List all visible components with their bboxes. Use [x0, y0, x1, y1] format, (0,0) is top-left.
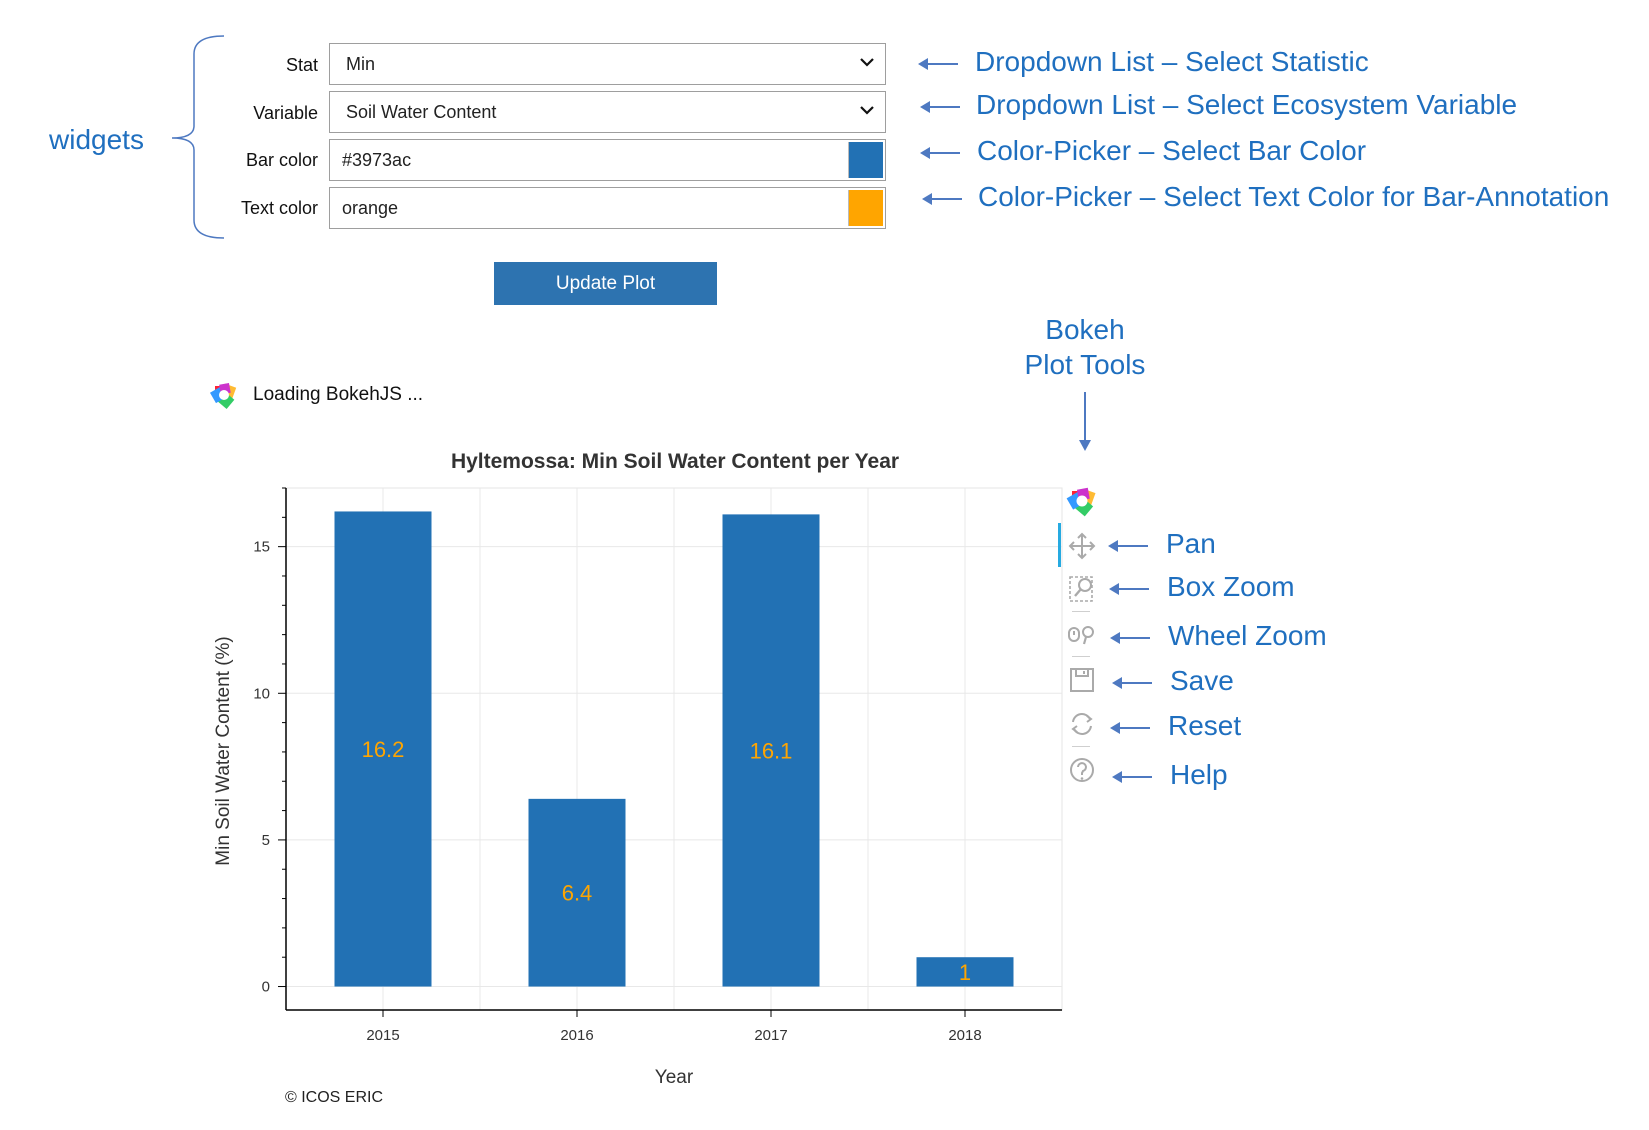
bar-color-swatch[interactable]: [848, 142, 883, 178]
chevron-down-icon: [860, 58, 874, 67]
y-axis-label: Min Soil Water Content (%): [213, 636, 234, 865]
chart-title: Hyltemossa: Min Soil Water Content per Y…: [450, 450, 900, 473]
y-tick-label: 5: [262, 832, 270, 849]
x-tick-label: 2018: [948, 1027, 981, 1044]
reset-annotation: Reset: [1168, 710, 1242, 741]
active-tool-indicator: [1058, 523, 1061, 567]
box-zoom-annotation: Box Zoom: [1167, 571, 1295, 602]
toolbar-separator: [1072, 611, 1090, 612]
arrow-icon: [1110, 722, 1150, 734]
arrow-icon: [922, 193, 962, 205]
variable-dropdown-annotation: Dropdown List – Select Ecosystem Variabl…: [976, 89, 1518, 120]
plot-tools-pointer: [1084, 392, 1086, 440]
bar: [722, 514, 820, 987]
x-axis-label: Year: [655, 1067, 694, 1088]
y-tick-label: 0: [262, 979, 270, 996]
bar-label: 6.4: [562, 881, 593, 906]
help-icon[interactable]: [1064, 752, 1100, 788]
stat-label: Stat: [285, 55, 318, 75]
reset-icon[interactable]: [1064, 706, 1100, 742]
plot-tools-annotation-line1: Bokeh: [1045, 314, 1125, 345]
footer-credit: © ICOS ERIC: [285, 1089, 384, 1106]
arrow-icon: [1108, 540, 1148, 552]
bar-label: 16.1: [750, 738, 793, 763]
bar: [334, 511, 432, 987]
save-icon[interactable]: [1064, 662, 1100, 698]
help-annotation: Help: [1170, 759, 1228, 790]
update-plot-button[interactable]: Update Plot: [494, 262, 717, 305]
variable-select[interactable]: Soil Water Content: [329, 91, 886, 133]
arrow-icon: [920, 147, 960, 159]
arrow-icon: [1110, 632, 1150, 644]
stat-dropdown-annotation: Dropdown List – Select Statistic: [975, 46, 1369, 77]
wheel-zoom-annotation: Wheel Zoom: [1168, 620, 1327, 651]
bar: [916, 957, 1014, 987]
arrow-icon: [1112, 677, 1152, 689]
loading-text: Loading BokehJS ...: [253, 384, 424, 405]
x-tick-label: 2016: [560, 1027, 593, 1044]
arrow-icon: [918, 58, 958, 70]
widgets-bracket: [171, 35, 225, 239]
bokeh-logo-icon[interactable]: [1064, 483, 1100, 519]
bar-color-label: Bar color: [245, 150, 318, 170]
bar-label: 16.2: [362, 737, 405, 762]
x-tick-label: 2017: [754, 1027, 787, 1044]
bar-label: 1: [959, 960, 971, 985]
toolbar-separator: [1072, 656, 1090, 657]
arrow-icon: [1112, 771, 1152, 783]
arrow-down-icon: [1079, 440, 1091, 451]
bokeh-logo-icon: [209, 382, 237, 409]
widgets-group-label: widgets: [49, 124, 144, 155]
bar-color-input[interactable]: #3973ac: [329, 139, 886, 181]
pan-icon[interactable]: [1064, 528, 1100, 564]
arrow-icon: [920, 101, 960, 113]
y-tick-label: 15: [253, 539, 270, 556]
text-color-annotation: Color-Picker – Select Text Color for Bar…: [978, 181, 1610, 212]
wheel-zoom-icon[interactable]: [1064, 617, 1100, 653]
text-color-input[interactable]: orange: [329, 187, 886, 229]
save-annotation: Save: [1170, 665, 1234, 696]
bar-color-annotation: Color-Picker – Select Bar Color: [977, 135, 1367, 166]
stat-select-value: Min: [346, 53, 376, 74]
bar: [528, 798, 626, 987]
text-color-value: orange: [342, 197, 399, 218]
variable-label: Variable: [253, 103, 318, 123]
bar-color-value: #3973ac: [342, 149, 412, 170]
plot-tools-annotation-line2: Plot Tools: [1024, 349, 1146, 380]
arrow-icon: [1109, 583, 1149, 595]
text-color-swatch[interactable]: [848, 190, 883, 226]
x-tick-label: 2015: [366, 1027, 399, 1044]
toolbar-separator: [1072, 746, 1090, 747]
variable-select-value: Soil Water Content: [346, 101, 497, 122]
y-tick-label: 10: [253, 685, 270, 702]
box-zoom-icon[interactable]: [1064, 571, 1100, 607]
stat-select[interactable]: Min: [329, 43, 886, 85]
pan-annotation: Pan: [1166, 528, 1216, 559]
text-color-label: Text color: [240, 198, 318, 218]
chevron-down-icon: [860, 106, 874, 115]
